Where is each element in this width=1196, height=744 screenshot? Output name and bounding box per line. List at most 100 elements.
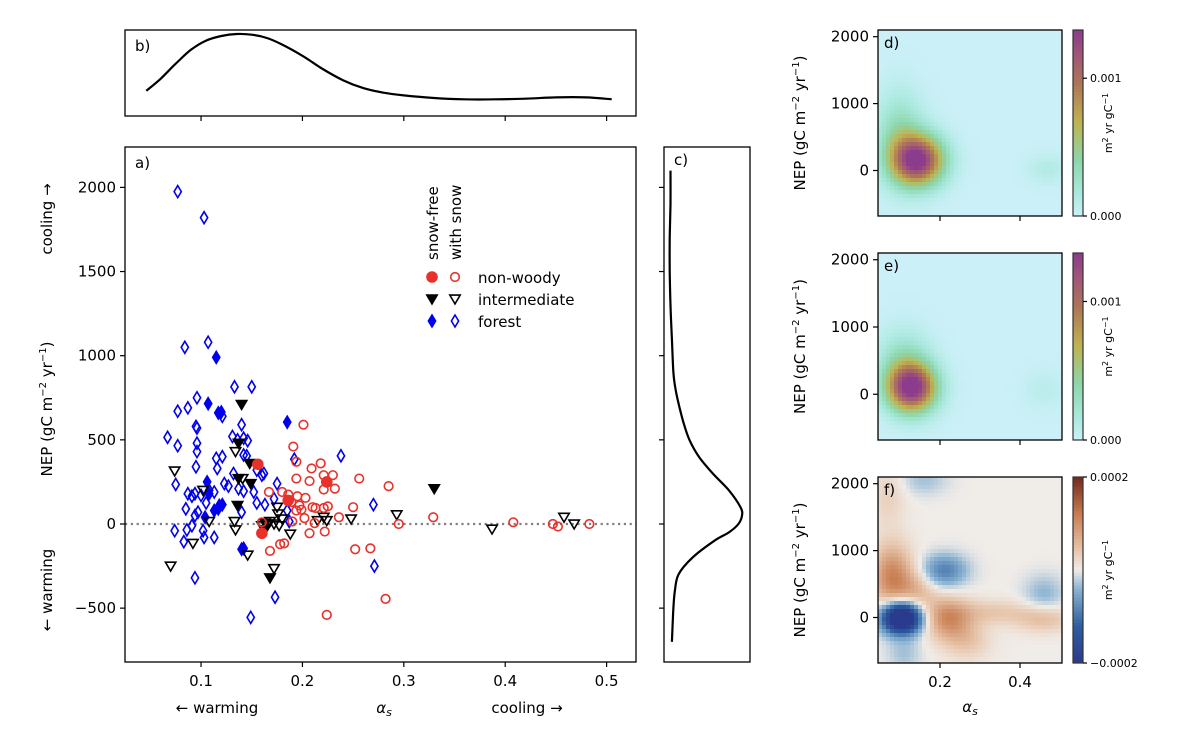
heatmap-cell — [1046, 281, 1051, 286]
data-point — [217, 497, 227, 513]
heatmap-cell — [1030, 94, 1035, 99]
heatmap-cell — [882, 637, 887, 642]
heatmap-cell — [938, 130, 943, 135]
heatmap-cell — [1030, 106, 1035, 111]
heatmap-cell — [958, 293, 963, 298]
heatmap-cell — [1026, 413, 1031, 418]
heatmap-cell — [1026, 277, 1031, 282]
heatmap-cell — [1014, 317, 1019, 322]
heatmap-cell — [1042, 361, 1047, 366]
heatmap-cell — [1054, 190, 1059, 195]
heatmap-cell — [930, 58, 935, 63]
heatmap-cell — [1054, 30, 1059, 35]
heatmap-cell — [886, 513, 891, 518]
heatmap-cell — [898, 381, 903, 386]
heatmap-cell — [922, 301, 927, 306]
heatmap-cell — [966, 122, 971, 127]
colorbar-segment — [1073, 390, 1083, 394]
heatmap-cell — [990, 369, 995, 374]
heatmap-cell — [918, 94, 923, 99]
colorbar-segment — [1073, 126, 1083, 130]
heatmap-cell — [930, 369, 935, 374]
heatmap-cell — [1010, 297, 1015, 302]
heatmap-cell — [878, 413, 883, 418]
heatmap-cell — [970, 214, 975, 217]
heatmap-cell — [886, 122, 891, 127]
heatmap-cell — [990, 365, 995, 370]
heatmap-cell — [958, 158, 963, 163]
heatmap-cell — [898, 269, 903, 274]
heatmap-cell — [902, 30, 907, 35]
colorbar-segment — [1073, 334, 1083, 338]
heatmap-cell — [886, 46, 891, 51]
heatmap-cell — [954, 182, 959, 187]
heatmap-cell — [958, 429, 963, 434]
heatmap-cell — [994, 170, 999, 175]
heatmap-cell — [950, 333, 955, 338]
heatmap-cell — [894, 637, 899, 642]
heatmap-cell — [1050, 166, 1055, 171]
heatmap-cell — [1030, 345, 1035, 350]
heatmap-cell — [914, 313, 919, 318]
heatmap-cell — [986, 261, 991, 266]
heatmap-cell — [894, 493, 899, 498]
heatmap-cell — [962, 106, 967, 111]
heatmap-cell — [982, 102, 987, 107]
x-tick-label: 0.2 — [291, 672, 315, 690]
heatmap-cell — [1022, 333, 1027, 338]
heatmap-cell — [882, 369, 887, 374]
heatmap-cell — [958, 206, 963, 211]
heatmap-cell — [894, 581, 899, 586]
heatmap-cell — [950, 377, 955, 382]
heatmap-cell — [1006, 293, 1011, 298]
heatmap-cell — [1058, 58, 1063, 63]
heatmap-cell — [910, 126, 915, 131]
heatmap-cell — [1002, 281, 1007, 286]
heatmap-cell — [950, 182, 955, 187]
heatmap-cell — [922, 162, 927, 167]
panel-e-frame — [877, 252, 1063, 441]
heatmap-cell — [1022, 54, 1027, 59]
heatmap-cell — [882, 513, 887, 518]
data-point — [393, 518, 404, 530]
heatmap-cell — [1030, 70, 1035, 75]
heatmap-cell — [878, 313, 883, 318]
heatmap-cell — [1050, 54, 1055, 59]
heatmap-cell — [890, 94, 895, 99]
heatmap-cell — [998, 309, 1003, 314]
heatmap-cell — [906, 50, 911, 55]
heatmap-cell — [922, 277, 927, 282]
y-tick-label: 1000 — [831, 95, 869, 113]
heatmap-cell — [890, 549, 895, 554]
heatmap-cell — [918, 110, 923, 115]
heatmap-cell — [954, 433, 959, 438]
heatmap-cell — [1050, 210, 1055, 215]
heatmap-cell — [886, 317, 891, 322]
colorbar-segment — [1073, 61, 1083, 65]
heatmap-cell — [998, 142, 1003, 147]
heatmap-cell — [970, 429, 975, 434]
heatmap-cell — [1034, 321, 1039, 326]
heatmap-cell — [938, 325, 943, 330]
heatmap-cell — [906, 373, 911, 378]
colorbar-frame — [1072, 252, 1084, 441]
heatmap-cell — [1026, 118, 1031, 123]
heatmap-cell — [962, 38, 967, 43]
heatmap-cell — [1010, 194, 1015, 199]
heatmap-cell — [994, 421, 999, 426]
heatmap-cell — [926, 114, 931, 119]
density-curve-nep — [668, 170, 744, 642]
heatmap-cell — [998, 74, 1003, 79]
heatmap-cell — [1010, 118, 1015, 123]
colorbar-tick-label: 0.001 — [1090, 295, 1122, 308]
heatmap-cell — [934, 162, 939, 167]
heatmap-cell — [974, 261, 979, 266]
heatmap-cell — [1018, 257, 1023, 262]
heatmap-cell — [1022, 265, 1027, 270]
heatmap-cell — [1002, 329, 1007, 334]
heatmap-cell — [930, 106, 935, 111]
heatmap-cell — [982, 118, 987, 123]
heatmap-cell — [986, 58, 991, 63]
heatmap-cell — [890, 357, 895, 362]
heatmap-cell — [930, 253, 935, 258]
